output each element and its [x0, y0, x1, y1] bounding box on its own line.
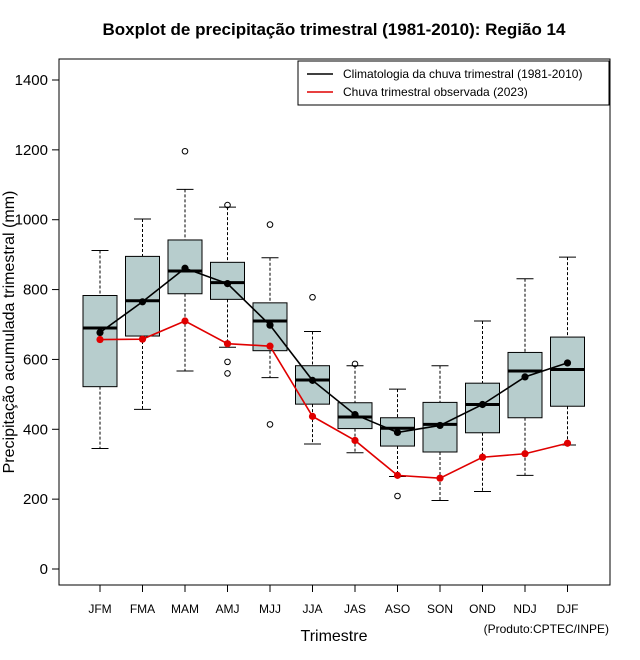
y-tick-label: 600 — [23, 351, 48, 368]
series-point-observed — [351, 436, 359, 445]
series-point-climatology — [478, 400, 487, 409]
y-tick-label: 1400 — [15, 72, 48, 89]
series-point-observed — [266, 342, 274, 350]
x-tick-label: ASO — [385, 602, 410, 616]
legend-box — [297, 60, 610, 106]
series-point-climatology — [266, 321, 274, 329]
x-tick-label: JJA — [302, 602, 322, 616]
x-tick-label: OND — [469, 602, 496, 616]
credit-label: (Produto:CPTEC/INPE) — [484, 622, 609, 636]
series-point-observed — [436, 474, 444, 482]
series-point-climatology — [96, 328, 104, 337]
outlier-point — [266, 421, 274, 428]
series-point-observed — [478, 453, 487, 461]
outlier-point — [351, 360, 359, 368]
series-line-climatology — [99, 267, 568, 434]
series-point-climatology — [138, 298, 147, 306]
outlier-point — [181, 147, 189, 155]
series-point-climatology — [181, 264, 189, 272]
y-tick-label: 1000 — [15, 212, 48, 229]
x-tick-label: NDJ — [513, 602, 536, 616]
series-point-observed — [563, 439, 572, 447]
series-point-observed — [308, 412, 317, 420]
y-tick-label: 1200 — [15, 142, 48, 159]
x-tick-label: AMJ — [216, 602, 240, 616]
y-axis-title: Precipitação acumulada trimestral (mm) — [1, 191, 18, 474]
x-tick-label: JAS — [344, 602, 366, 616]
box-iqr — [550, 336, 585, 407]
x-axis-title: Trimestre — [301, 628, 368, 645]
x-axis: JFM FMA MAM AMJ MJJ JJA JAS ASO SON OND NDJ DJF — [88, 585, 579, 616]
series-point-climatology — [351, 411, 359, 419]
box-iqr — [295, 365, 330, 405]
x-tick-label: MJJ — [259, 602, 281, 616]
legend-label-observed: Chuva trimestral observada (2023) — [343, 85, 528, 99]
chart-title: Boxplot de precipitação trimestral (1981… — [103, 20, 566, 39]
series-point-observed — [181, 317, 189, 325]
x-tick-label: MAM — [171, 602, 199, 616]
series-point-observed — [393, 471, 402, 479]
outlier-point — [224, 201, 231, 209]
y-tick-label: 800 — [23, 282, 48, 299]
outlier-point — [224, 358, 231, 366]
x-tick-label: DJF — [557, 602, 579, 616]
series-point-climatology — [436, 421, 444, 430]
series-point-observed — [223, 340, 232, 348]
legend: Climatologia da chuva trimestral (1981-2… — [297, 60, 610, 106]
y-axis: 0 200 400 600 800 1000 1200 1400 — [15, 72, 59, 578]
x-tick-label: FMA — [130, 602, 155, 616]
x-tick-label: JFM — [88, 602, 111, 616]
y-tick-label: 200 — [23, 491, 48, 508]
series-point-observed — [138, 335, 147, 343]
series-point-climatology — [308, 376, 317, 384]
series-point-climatology — [223, 280, 232, 288]
series-layer — [96, 264, 572, 482]
series-point-observed — [521, 450, 529, 458]
outlier-point — [394, 492, 401, 500]
outlier-point — [224, 370, 231, 377]
boxes-layer — [82, 147, 585, 502]
outlier-point — [309, 293, 316, 301]
y-tick-label: 400 — [23, 421, 48, 438]
x-tick-label: SON — [427, 602, 453, 616]
box-iqr — [125, 255, 160, 337]
series-point-climatology — [393, 428, 402, 437]
y-tick-label: 0 — [40, 561, 48, 578]
plot-frame — [58, 58, 611, 586]
legend-label-climatology: Climatologia da chuva trimestral (1981-2… — [343, 67, 582, 81]
series-point-observed — [96, 335, 104, 344]
outlier-point — [266, 221, 274, 228]
series-point-climatology — [521, 373, 529, 381]
series-line-observed — [99, 320, 568, 479]
series-point-climatology — [563, 359, 572, 367]
